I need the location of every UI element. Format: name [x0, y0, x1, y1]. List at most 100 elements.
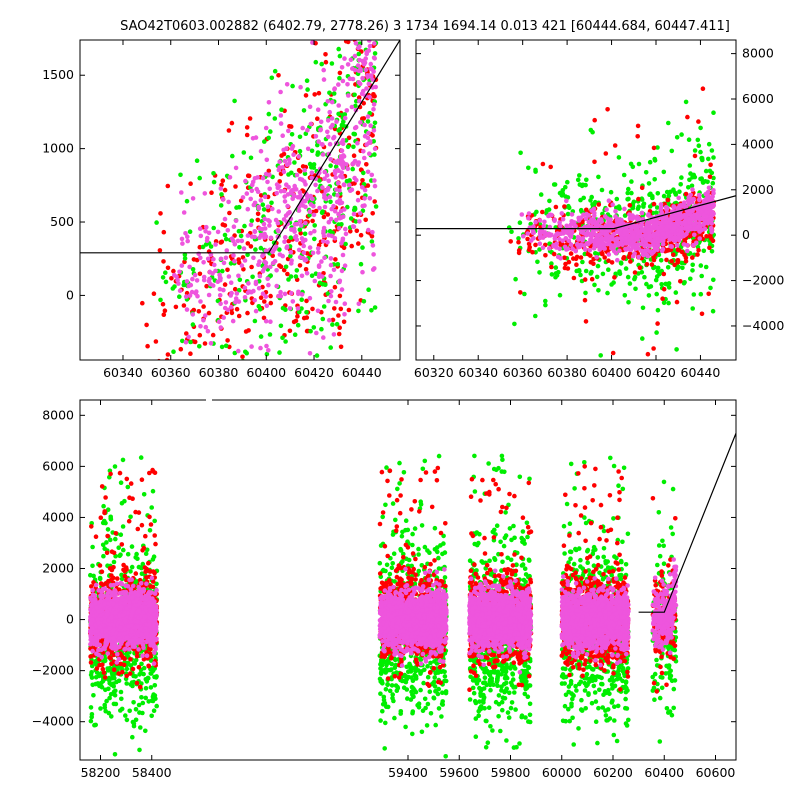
data-point-green — [148, 685, 154, 690]
data-point-green — [309, 148, 315, 154]
data-point-red — [678, 279, 683, 284]
data-point-magenta — [303, 182, 308, 187]
data-point-red — [639, 185, 645, 191]
data-point-green — [218, 203, 224, 208]
data-point-magenta — [262, 216, 268, 222]
data-point-green — [703, 264, 709, 270]
data-point-magenta — [357, 219, 362, 224]
data-point-green — [348, 216, 354, 221]
data-point-magenta — [198, 255, 203, 261]
data-point-red — [669, 258, 674, 264]
data-point-magenta — [654, 231, 660, 237]
data-point-green — [289, 132, 295, 137]
data-point-red — [148, 584, 153, 589]
data-point-green — [700, 180, 706, 185]
data-point-magenta — [227, 175, 233, 180]
data-point-magenta — [705, 206, 711, 211]
data-point-red — [245, 173, 251, 178]
data-point-green — [622, 213, 628, 218]
data-point-magenta — [567, 231, 572, 237]
data-point-green — [361, 299, 367, 304]
data-point-magenta — [322, 255, 327, 261]
data-point-red — [323, 52, 328, 57]
data-point-red — [336, 331, 342, 337]
data-point-red — [135, 526, 141, 532]
data-point-green — [543, 302, 548, 308]
data-point-green — [633, 286, 638, 292]
data-point-magenta — [681, 200, 687, 206]
data-point-red — [210, 332, 216, 338]
data-point-magenta — [205, 328, 211, 334]
data-point-magenta — [297, 254, 303, 260]
data-point-red — [706, 291, 711, 297]
data-point-red — [338, 306, 344, 312]
data-point-green — [658, 258, 664, 263]
data-point-green — [119, 706, 125, 712]
data-point-magenta — [276, 209, 282, 214]
data-point-green — [89, 663, 95, 669]
data-point-green — [700, 157, 705, 163]
data-point-green — [99, 680, 104, 686]
data-point-green — [124, 717, 130, 723]
data-point-red — [117, 470, 123, 476]
data-point-magenta — [615, 240, 621, 246]
data-point-red — [139, 522, 145, 528]
data-point-red — [312, 92, 318, 97]
data-point-green — [311, 162, 317, 167]
data-point-green — [307, 161, 313, 167]
data-point-red — [152, 470, 158, 476]
data-point-green — [328, 163, 333, 168]
data-point-red — [649, 262, 655, 267]
data-point-magenta — [361, 149, 366, 154]
data-point-green — [543, 298, 548, 304]
data-point-magenta — [276, 293, 282, 299]
data-point-magenta — [194, 278, 200, 283]
data-point-magenta — [233, 296, 239, 301]
data-point-green — [136, 702, 142, 708]
data-point-green — [314, 353, 320, 358]
data-point-green — [222, 232, 228, 238]
data-point-magenta — [642, 248, 648, 254]
data-point-green — [301, 108, 307, 113]
data-point-green — [90, 563, 95, 569]
data-point-green — [105, 507, 111, 512]
data-point-magenta — [262, 259, 267, 265]
data-point-green — [163, 270, 168, 276]
data-point-red — [93, 534, 99, 539]
data-point-magenta — [190, 312, 196, 317]
data-point-magenta — [697, 236, 702, 241]
data-point-green — [143, 695, 148, 701]
data-point-magenta — [317, 205, 322, 211]
data-point-magenta — [301, 243, 307, 249]
data-point-green — [294, 268, 300, 273]
data-point-magenta — [185, 234, 190, 239]
data-point-green — [312, 223, 318, 228]
data-point-red — [97, 563, 103, 568]
data-point-green — [680, 265, 685, 271]
data-point-green — [149, 505, 154, 510]
data-point-red — [674, 299, 680, 305]
data-point-red — [303, 267, 309, 272]
data-point-magenta — [696, 221, 702, 226]
data-point-magenta — [282, 194, 288, 199]
data-point-magenta — [302, 167, 308, 173]
data-point-magenta — [296, 247, 302, 253]
data-point-red — [146, 663, 152, 669]
data-point-red — [356, 241, 361, 246]
data-point-magenta — [711, 202, 716, 207]
data-point-red — [565, 266, 571, 271]
data-point-magenta — [623, 241, 629, 246]
data-point-magenta — [584, 211, 589, 217]
data-point-red — [612, 143, 618, 148]
data-point-red — [88, 660, 94, 665]
data-point-green — [537, 247, 542, 252]
data-point-magenta — [263, 248, 269, 253]
data-point-magenta — [325, 129, 330, 135]
data-point-green — [599, 187, 605, 193]
data-point-red — [696, 119, 701, 124]
data-point-magenta — [251, 202, 257, 208]
data-point-red — [181, 303, 187, 308]
data-point-green — [588, 271, 593, 276]
data-point-magenta — [626, 228, 632, 234]
data-point-magenta — [179, 236, 185, 242]
